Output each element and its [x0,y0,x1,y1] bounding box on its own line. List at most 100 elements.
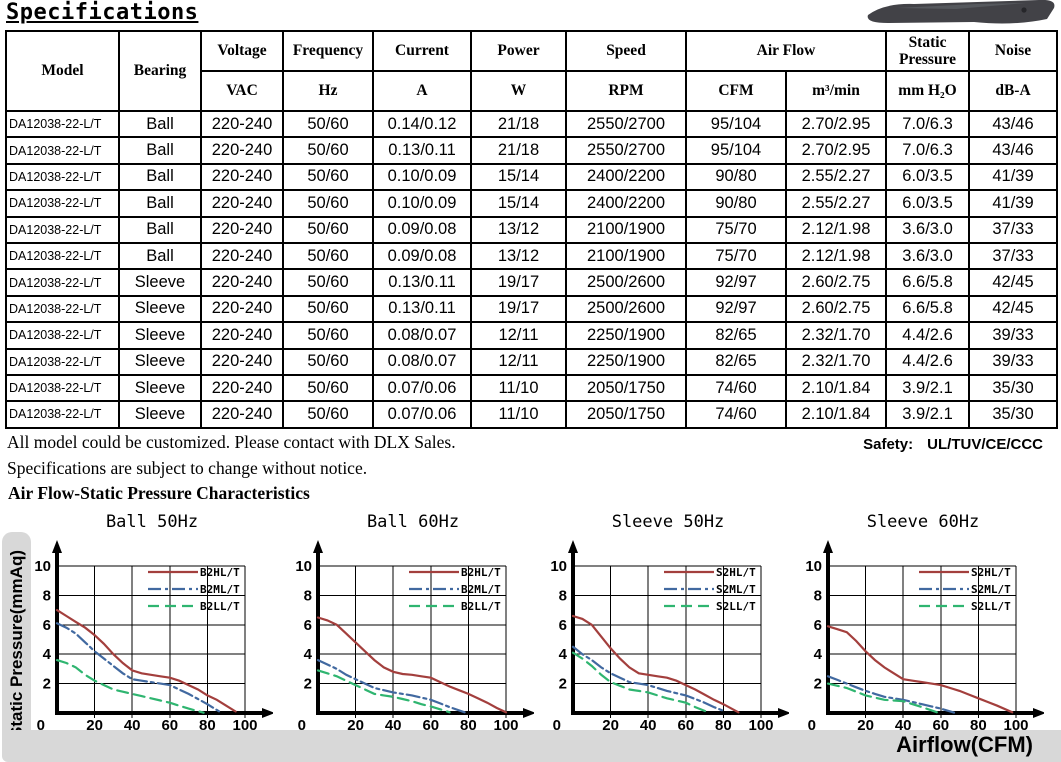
chart-title: Sleeve 50Hz [611,512,725,532]
table-cell: 2.70/2.95 [784,136,888,165]
table-cell: 13/12 [470,215,567,244]
table-cell: DA12038-22-L/T [5,268,120,297]
table-cell: 220-240 [200,136,284,165]
table-cell: 95/104 [685,136,787,165]
axis-tick-label: 40 [385,717,402,734]
table-cell: 0.13/0.11 [372,136,472,165]
table-cell: DA12038-22-L/T [5,189,120,218]
table-row: DA12038-22-L/T Sleeve 220-240 50/60 0.13/0.1… [5,268,1059,297]
axis-tick-label: 60 [161,717,178,734]
x-axis-arrow [778,708,789,718]
table-cell: Sleeve [118,400,202,429]
table-cell: DA12038-22-L/T [5,321,120,350]
unit-rpm: RPM [565,70,687,112]
y-axis-arrow [823,540,833,553]
table-cell: DA12038-22-L/T [5,400,120,429]
table-cell: Ball [118,215,202,244]
table-cell: 6.0/3.5 [885,189,971,218]
series-line-s2hlt [826,625,1014,714]
axis-tick-label: 40 [124,717,141,734]
unit-mmh2o: mm H₂O [885,70,971,112]
unit-a: A [372,70,472,112]
table-cell: Sleeve [118,373,202,403]
axis-tick-label: 80 [199,717,216,734]
legend-label: B2LL/T [461,600,501,613]
unit-m3min: m³/min [784,70,888,112]
series-line-s2mlt [571,645,725,712]
table-cell: DA12038-22-L/T [5,241,120,271]
chart-sleeve-50hz: Sleeve 50Hz 0 20 40 60 80 100 2 4 6 8 10 S2HL/T S2ML/… [533,512,789,750]
table-cell: 50/60 [282,347,374,376]
table-cell: 2.12/1.98 [784,241,888,271]
col-header-model: Model [5,30,120,112]
col-header-voltage: Voltage [200,30,284,72]
axis-tick-label: 4 [304,646,313,663]
table-cell: 2050/1750 [565,373,687,403]
table-row: DA12038-22-L/T Sleeve 220-240 50/60 0.08/0.0… [5,347,1059,376]
col-header-speed: Speed [565,30,687,72]
axis-tick-label: 6 [43,617,51,634]
table-cell: DA12038-22-L/T [5,162,120,192]
table-row: DA12038-22-L/T Ball 220-240 50/60 0.14/0.12 2… [5,109,1059,139]
table-cell: Ball [118,136,202,165]
table-cell: 50/60 [282,268,374,297]
unit-cfm: CFM [685,70,787,112]
legend-label: B2HL/T [461,566,501,579]
table-cell: 2100/1900 [565,241,687,271]
axis-tick-label: 8 [814,587,822,604]
axis-tick-label: 40 [640,717,657,734]
col-header-power: Power [470,30,567,72]
series-line-s2llt [571,651,710,714]
spec-table-body: DA12038-22-L/T Ball 220-240 50/60 0.14/0.12 2… [5,109,1059,429]
legend-label: S2LL/T [971,600,1011,613]
table-cell: 0.13/0.11 [372,294,472,324]
axis-tick-label: 20 [86,717,103,734]
table-cell: 50/60 [282,136,374,165]
table-cell: 50/60 [282,109,374,139]
table-cell: 220-240 [200,109,284,139]
spec-table: Model Bearing Voltage Frequency Current … [5,30,1059,429]
x-axis-arrow [1033,708,1044,718]
chart-title: Ball 60Hz [366,512,460,532]
table-cell: 82/65 [685,321,787,350]
chart-plot: 0 20 40 60 80 100 2 4 6 8 10 B2HL/T B2ML/T B2LL/T [295,540,534,734]
unit-dba: dB-A [968,70,1059,112]
table-cell: DA12038-22-L/T [5,109,120,139]
chart-ball-60hz: Ball 60Hz 0 20 40 60 80 100 2 4 6 8 10 B2HL/T B2ML/T B… [278,512,534,750]
axis-tick-label: 2 [43,676,51,693]
legend-label: S2ML/T [716,583,756,596]
table-cell: 37/33 [968,215,1059,244]
y-axis-label-bar: Static Pressure(mmAq) [2,532,31,757]
table-cell: 50/60 [282,189,374,218]
charts-section-title: Air Flow-Static Pressure Characteristics [8,483,310,503]
table-cell: 74/60 [685,373,787,403]
axis-tick-label: 4 [559,646,568,663]
table-cell: 2.10/1.84 [784,400,888,429]
legend-label: B2ML/T [461,583,501,596]
axis-tick-label: 20 [857,717,874,734]
spec-table-header: Model Bearing Voltage Frequency Current … [5,30,1059,112]
series-line-b2hlt [316,616,508,714]
table-cell: 82/65 [685,347,787,376]
axis-tick-label: 80 [715,717,732,734]
safety-certifications: Safety: UL/TUV/CE/CCC [863,436,1043,453]
table-cell: 42/45 [968,294,1059,324]
legend-label: S2HL/T [716,566,756,579]
table-cell: 75/70 [685,241,787,271]
axis-tick-label: 100 [232,717,257,734]
x-axis-label-bar: Airflow(CFM) [2,730,1061,762]
table-cell: 2.55/2.27 [784,162,888,192]
table-row: DA12038-22-L/T Ball 220-240 50/60 0.13/0.11 2… [5,136,1059,165]
table-cell: 220-240 [200,347,284,376]
axis-tick-label: 60 [422,717,439,734]
table-cell: 220-240 [200,189,284,218]
table-cell: 21/18 [470,109,567,139]
table-cell: 0.13/0.11 [372,268,472,297]
unit-hz: Hz [282,70,374,112]
table-cell: 220-240 [200,373,284,403]
table-cell: 4.4/2.6 [885,347,971,376]
chart-plot: 0 20 40 60 80 100 2 4 6 8 10 S2HL/T S2ML/T S2LL/T [805,540,1044,734]
table-cell: 0.08/0.07 [372,321,472,350]
y-axis-arrow [568,540,578,553]
chart-sleeve-60hz: Sleeve 60Hz 0 20 40 60 80 100 2 4 6 8 10 S2HL/T S2ML/… [788,512,1044,750]
